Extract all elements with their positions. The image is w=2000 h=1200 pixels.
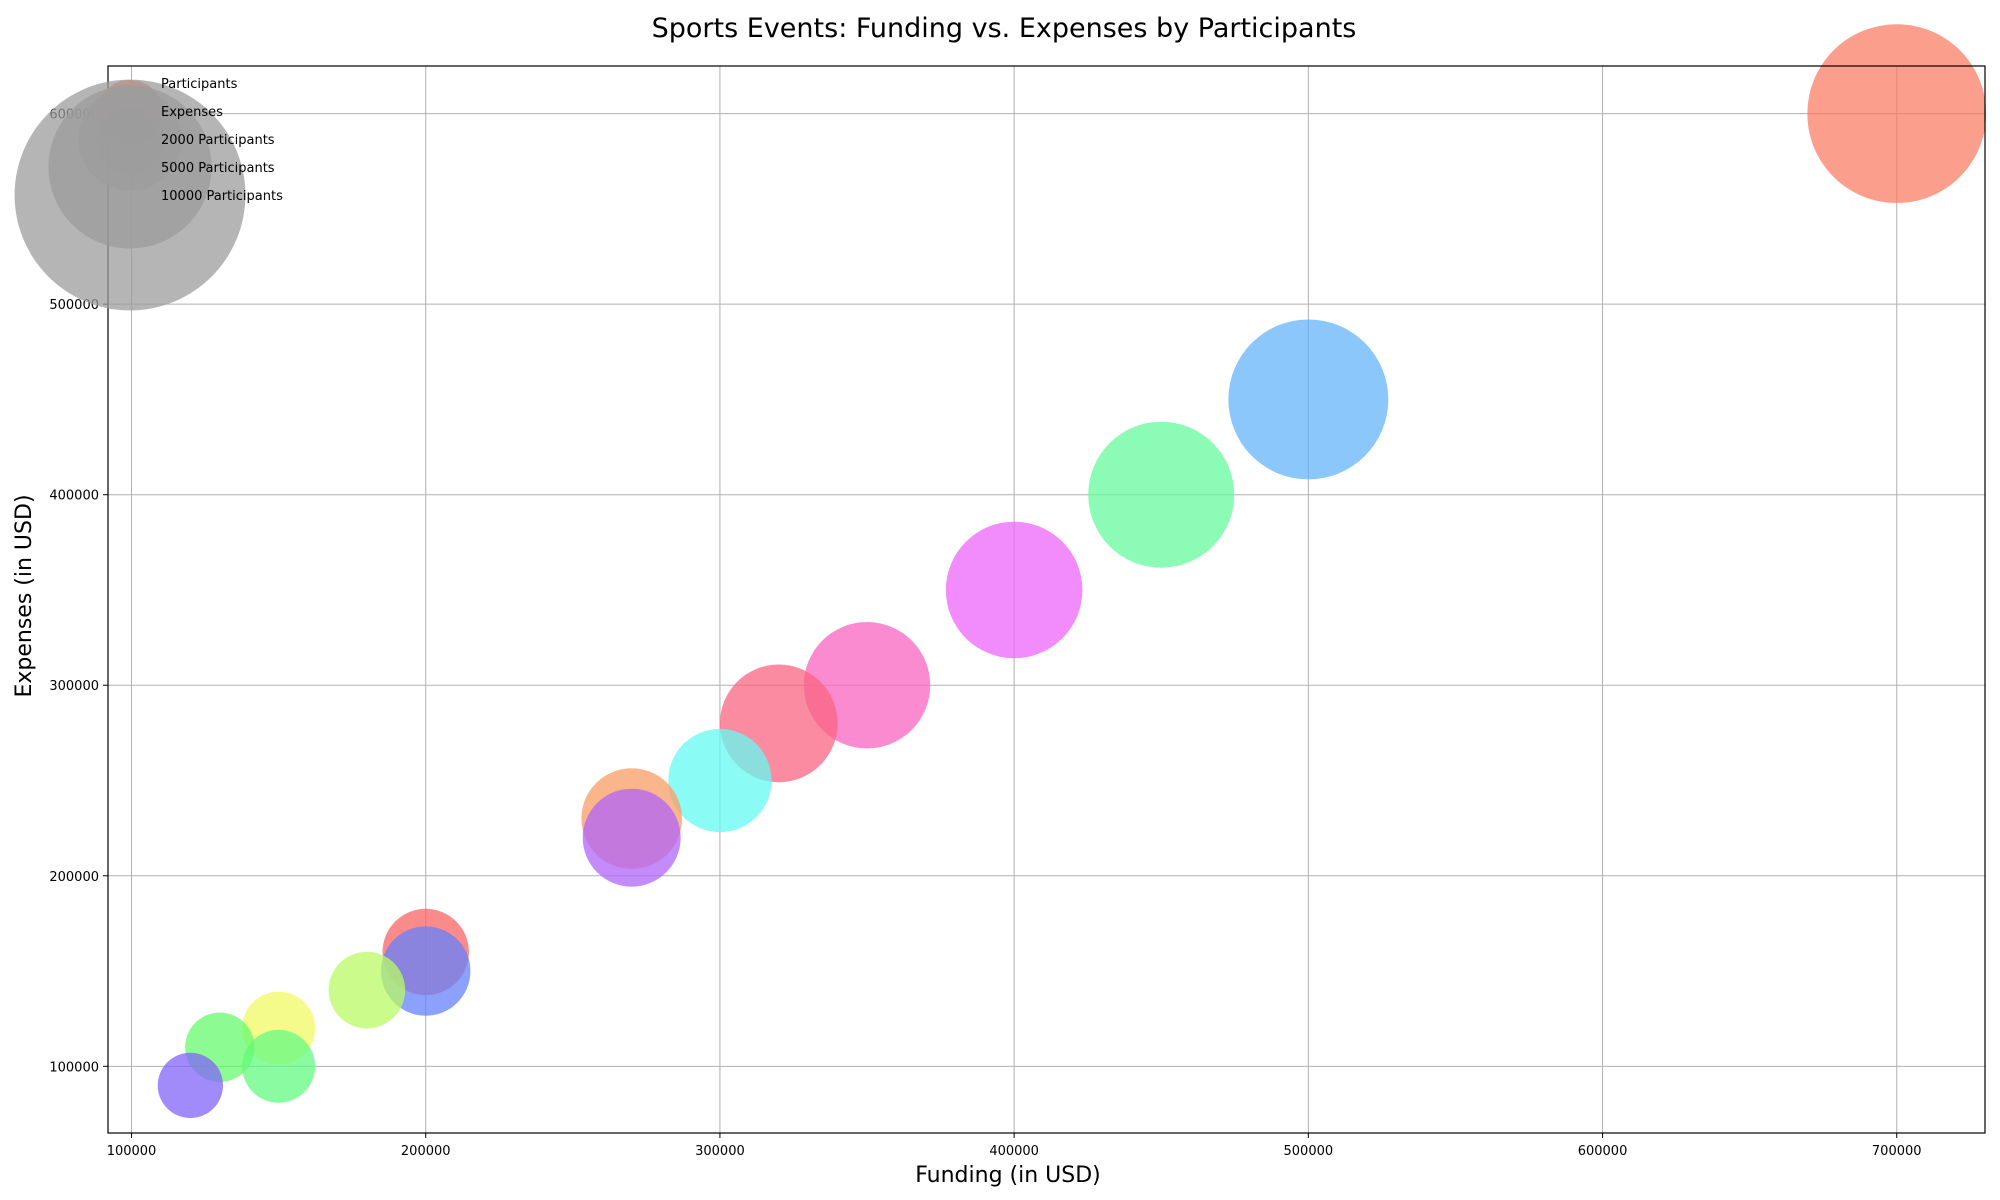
x-tick-label: 200000	[401, 1144, 451, 1159]
plot-frame	[107, 65, 1986, 1134]
x-tick-label: 100000	[107, 1144, 157, 1159]
data-point	[157, 1052, 224, 1119]
legend-label: Participants	[161, 77, 238, 92]
legend: Participants Expenses 2000 Participants 500…	[14, 77, 283, 311]
data-point	[242, 1029, 316, 1103]
legend-label: 10000 Participants	[161, 189, 283, 204]
x-axis-label: Funding (in USD)	[915, 1163, 1101, 1188]
x-tick-label: 300000	[695, 1144, 745, 1159]
y-tick-label: 200000	[49, 870, 99, 885]
chart-title: Sports Events: Funding vs. Expenses by P…	[652, 13, 1357, 44]
data-point	[1088, 421, 1235, 568]
data-point	[582, 788, 681, 887]
x-tick-label: 600000	[1578, 1144, 1628, 1159]
legend-label: Expenses	[161, 105, 223, 120]
data-point	[945, 521, 1083, 659]
x-tick-label: 400000	[989, 1144, 1039, 1159]
legend-label: 2000 Participants	[161, 133, 275, 148]
x-tick-label: 700000	[1872, 1144, 1922, 1159]
legend-size-marker	[14, 79, 246, 311]
legend-label: 5000 Participants	[161, 161, 275, 176]
y-axis-label: Expenses (in USD)	[12, 494, 37, 697]
data-points	[157, 24, 1987, 1119]
data-point	[668, 728, 772, 833]
y-tick-label: 100000	[49, 1060, 99, 1075]
x-tick-label: 500000	[1284, 1144, 1334, 1159]
y-tick-label: 400000	[49, 489, 99, 504]
grid	[108, 66, 1985, 1133]
y-tick-label: 300000	[49, 679, 99, 694]
data-point	[1228, 319, 1389, 480]
data-point	[1807, 24, 1987, 204]
data-point	[328, 951, 406, 1029]
